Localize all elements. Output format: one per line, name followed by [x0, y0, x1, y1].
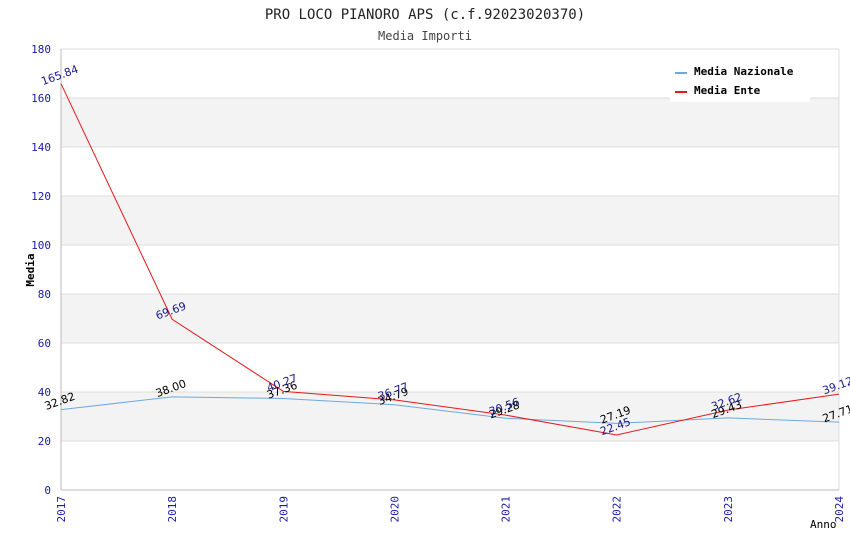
chart-title: PRO LOCO PIANORO APS (c.f.92023020370) — [265, 7, 585, 23]
y-tick-label: 180 — [31, 43, 51, 56]
y-tick-label: 80 — [38, 288, 51, 301]
data-label: 165.84 — [39, 63, 80, 88]
y-tick-label: 40 — [38, 386, 51, 399]
y-tick-label: 160 — [31, 92, 51, 105]
y-axis-label: Media — [24, 253, 37, 286]
legend: Media Nazionale Media Ente — [670, 58, 810, 102]
y-tick-label: 120 — [31, 190, 51, 203]
x-axis-label: Anno — [810, 518, 837, 531]
axes — [60, 49, 839, 491]
x-tick-label: 2021 — [500, 496, 513, 523]
legend-entry-media-nazionale: Media Nazionale — [694, 65, 794, 78]
x-tick-label: 2022 — [611, 496, 624, 523]
series-lines — [60, 83, 840, 436]
y-tick-label: 140 — [31, 141, 51, 154]
legend-box — [670, 58, 810, 102]
x-tick-label: 2023 — [722, 496, 735, 523]
x-tick-label: 2018 — [166, 496, 179, 523]
grid-bands — [61, 98, 839, 441]
grid-band — [61, 294, 839, 343]
y-axis-ticks: 0 20 40 60 80 100 120 140 160 180 — [31, 43, 51, 497]
chart-subtitle: Media Importi — [378, 29, 472, 43]
grid-band — [61, 392, 839, 441]
series-line-media-nazionale — [60, 396, 840, 424]
y-tick-label: 20 — [38, 435, 51, 448]
grid-band — [61, 196, 839, 245]
grid-band — [61, 98, 839, 147]
legend-entry-media-ente: Media Ente — [694, 84, 761, 97]
x-tick-label: 2024 — [833, 496, 846, 523]
y-tick-label: 0 — [44, 484, 51, 497]
x-tick-label: 2017 — [55, 496, 68, 523]
x-axis-ticks: 2017 2018 2019 2020 2021 2022 2023 2024 — [55, 496, 846, 523]
x-tick-label: 2020 — [388, 496, 401, 523]
y-tick-label: 60 — [38, 337, 51, 350]
x-tick-label: 2019 — [277, 496, 290, 523]
y-tick-label: 100 — [31, 239, 51, 252]
series-line-media-ente — [60, 83, 840, 436]
